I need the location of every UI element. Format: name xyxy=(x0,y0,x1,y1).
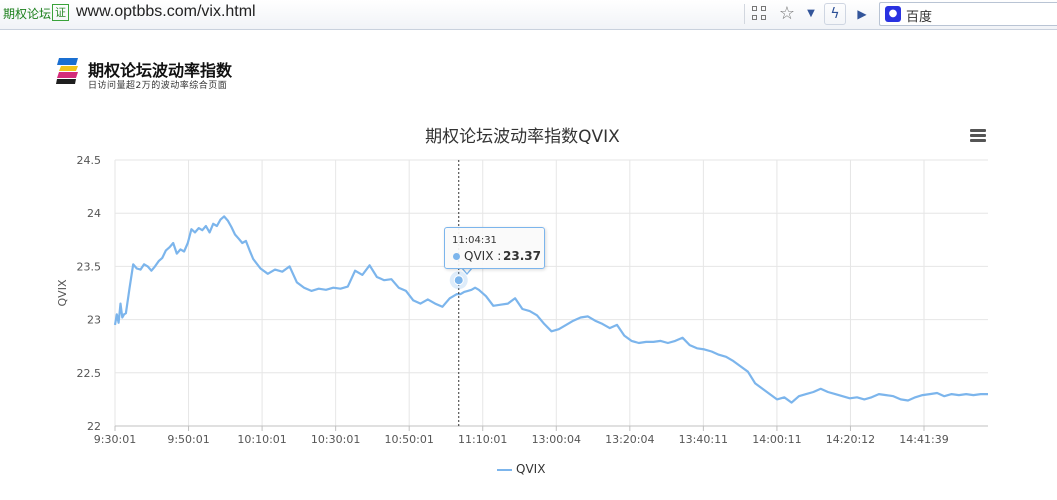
series-line-qvix xyxy=(113,215,988,404)
x-tick-label: 14:20:12 xyxy=(826,433,875,446)
x-tick-label: 10:10:01 xyxy=(237,433,286,446)
play-icon[interactable]: ▶ xyxy=(857,7,867,21)
baidu-paw-icon: ● xyxy=(885,6,901,22)
x-tick-label: 13:40:11 xyxy=(679,433,728,446)
y-tick-label: 23.5 xyxy=(77,260,102,273)
address-bar: 期权论坛 证 www.optbbs.com/vix.html ☆ ▼ ϟ ▶ ●… xyxy=(0,0,1057,30)
x-tick-label: 13:00:04 xyxy=(532,433,581,446)
site-label[interactable]: 期权论坛 xyxy=(3,7,52,21)
search-input[interactable]: ● 百度 xyxy=(879,2,1057,26)
divider xyxy=(744,4,745,24)
tooltip-value: 23.37 xyxy=(503,249,541,263)
x-tick-label: 9:30:01 xyxy=(94,433,136,446)
tooltip: 11:04:31 QVIX : 23.37 xyxy=(444,227,545,269)
search-engine-label: 百度 xyxy=(906,10,933,25)
star-icon[interactable]: ☆ xyxy=(778,3,796,24)
x-tick-label: 14:41:39 xyxy=(899,433,948,446)
chart-title: 期权论坛波动率指数QVIX xyxy=(425,127,620,147)
tooltip-series: QVIX : xyxy=(464,249,502,263)
x-tick-label: 9:50:01 xyxy=(167,433,209,446)
x-tick-label: 11:10:01 xyxy=(458,433,507,446)
site-subtitle: 日访问量超2万的波动率综合页面 xyxy=(88,81,228,91)
legend-label: QVIX xyxy=(516,462,546,476)
x-tick-label: 10:30:01 xyxy=(311,433,360,446)
y-tick-label: 24.5 xyxy=(77,154,102,167)
bolt-icon[interactable]: ϟ xyxy=(824,3,846,25)
y-tick-label: 23 xyxy=(87,314,101,327)
logo-icon[interactable] xyxy=(56,57,80,85)
certificate-badge[interactable]: 证 xyxy=(52,4,69,21)
tooltip-series-dot xyxy=(453,253,460,260)
tooltip-time: 11:04:31 xyxy=(452,235,497,246)
y-tick-label: 22.5 xyxy=(77,367,102,380)
qr-code-icon[interactable] xyxy=(752,4,770,24)
x-tick-label: 14:00:11 xyxy=(752,433,801,446)
legend-line-icon xyxy=(497,469,512,471)
x-tick-label: 13:20:04 xyxy=(605,433,654,446)
y-tick-label: 24 xyxy=(87,207,101,220)
y-tick-label: 22 xyxy=(87,420,101,433)
hover-point xyxy=(453,275,464,286)
x-tick-label: 10:50:01 xyxy=(384,433,433,446)
url-input[interactable]: www.optbbs.com/vix.html xyxy=(76,3,256,20)
chart-menu-icon[interactable] xyxy=(970,129,986,143)
dropdown-icon[interactable]: ▼ xyxy=(807,8,815,19)
site-title: 期权论坛波动率指数 xyxy=(88,61,233,80)
y-axis-title: QVIX xyxy=(56,279,69,306)
